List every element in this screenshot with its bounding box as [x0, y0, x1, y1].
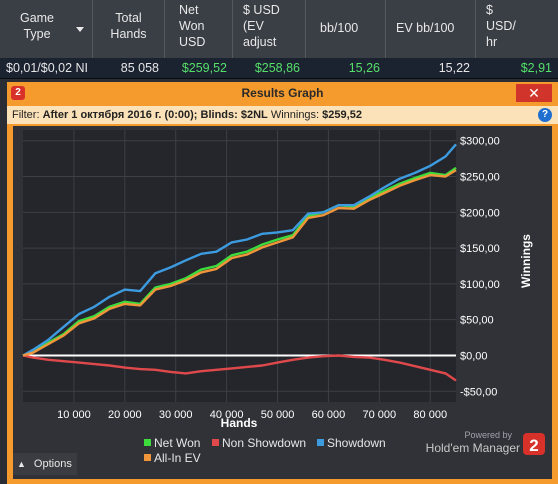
col-header-game-type[interactable]: Game Type — [0, 0, 93, 58]
y-tick-label: $250,00 — [460, 172, 500, 184]
x-tick-label: 80 000 — [413, 409, 447, 421]
col-header-line: (EV — [243, 19, 264, 33]
series-line-showdown — [22, 143, 457, 357]
x-tick-label: 20 000 — [108, 409, 142, 421]
col-header-line: Won — [179, 19, 205, 33]
stats-table-header: Game Type Total Hands Net Won USD $ USD … — [0, 0, 558, 58]
dialog-titlebar[interactable]: 2 Results Graph ✕ — [7, 82, 558, 104]
legend-label: Net Won — [154, 436, 200, 450]
col-header-line: Game — [19, 11, 55, 25]
brand-badge-text: 2 — [529, 436, 538, 455]
col-header-ev-bb-100[interactable]: EV bb/100 — [386, 0, 476, 58]
x-tick-label: 40 000 — [210, 409, 244, 421]
filter-value: After 1 октября 2016 г. (0:00); Blinds: … — [42, 109, 268, 121]
close-button[interactable]: ✕ — [516, 84, 552, 102]
y-tick-label: $0,00 — [460, 350, 488, 362]
y-tick-label: $200,00 — [460, 207, 500, 219]
legend-label: All-In EV — [154, 451, 201, 465]
sort-dropdown-icon[interactable] — [76, 27, 84, 32]
cell-ev-adjust: $258,86 — [254, 61, 300, 75]
legend-swatch — [317, 439, 324, 446]
cell-game-type: $0,01/$0,02 NI — [6, 61, 89, 75]
filter-bar: Filter: After 1 октября 2016 г. (0:00); … — [7, 106, 558, 124]
table-row[interactable]: $0,01/$0,02 NI 85 058 $259,52 $258,86 15… — [0, 58, 558, 79]
cell-usd-hr: $2,91 — [520, 61, 552, 75]
col-header-line: adjust — [243, 35, 277, 49]
results-graph-dialog: 2 Results Graph ✕ Filter: After 1 октябр… — [7, 82, 558, 484]
col-header-line: EV bb/100 — [396, 21, 455, 35]
legend-label: Non Showdown — [222, 436, 306, 450]
results-chart-panel: 10 000 20 000 30 000 40 000 50 000 60 000 70 0… — [13, 126, 552, 479]
col-header-line: Net — [179, 3, 199, 17]
legend-swatch — [144, 454, 151, 461]
x-tick-label: 30 000 — [159, 409, 193, 421]
filter-prefix: Filter: — [12, 109, 40, 121]
y-axis-ticks: -$50,00 $0,00 $50,00 $100,00 $150,00 $200,00 $… — [460, 136, 500, 399]
chevron-up-icon: ▲ — [17, 459, 26, 469]
x-axis-ticks: 10 000 20 000 30 000 40 000 50 000 60 000 70 0… — [57, 409, 447, 421]
col-header-ev-adjust[interactable]: $ USD (EV adjust — [233, 0, 306, 58]
x-tick-label: 60 000 — [312, 409, 346, 421]
options-button[interactable]: ▲ Options — [13, 453, 77, 475]
chart-series — [22, 143, 457, 382]
x-tick-label: 50 000 — [261, 409, 295, 421]
cell-ev-bb-100: 15,22 — [438, 61, 470, 75]
y-tick-label: $300,00 — [460, 136, 500, 148]
y-tick-label: -$50,00 — [460, 386, 497, 398]
col-header-line: hr — [486, 35, 498, 49]
col-header-line: $ USD — [243, 3, 280, 17]
brand-name: Hold'em Manager — [426, 441, 520, 455]
dialog-title: Results Graph — [241, 86, 324, 100]
x-tick-label: 10 000 — [57, 409, 91, 421]
cell-total-hands: 85 058 — [120, 61, 159, 75]
col-header-line: USD — [179, 35, 206, 49]
x-axis-label: Hands — [221, 416, 258, 430]
chart-grid — [23, 130, 456, 402]
col-header-line: bb/100 — [320, 21, 359, 35]
col-header-line: $ — [486, 3, 493, 17]
series-line-non-showdown — [22, 354, 457, 382]
col-header-net-won[interactable]: Net Won USD — [165, 0, 233, 58]
col-header-line: USD/ — [486, 19, 516, 33]
cell-net-won: $259,52 — [181, 61, 227, 75]
y-axis-label: Winnings — [519, 234, 533, 288]
y-tick-label: $100,00 — [460, 279, 500, 291]
winnings-value: $259,52 — [322, 109, 362, 121]
hm2-brand-icon — [523, 433, 545, 455]
y-tick-label: $50,00 — [460, 315, 494, 327]
x-tick-label: 70 000 — [363, 409, 397, 421]
legend-swatch — [212, 439, 219, 446]
legend-label: Showdown — [327, 436, 386, 450]
y-tick-label: $150,00 — [460, 243, 500, 255]
col-header-line: Type — [23, 27, 51, 41]
col-header-usd-hr[interactable]: $ USD/ hr — [476, 0, 558, 58]
hm2-logo-icon: 2 — [11, 86, 25, 100]
options-label: Options — [33, 458, 72, 470]
series-line-net-won — [22, 166, 457, 357]
col-header-line: Total — [115, 11, 142, 25]
cell-bb-100: 15,26 — [348, 61, 380, 75]
col-header-line: Hands — [110, 27, 147, 41]
results-chart: 10 000 20 000 30 000 40 000 50 000 60 000 70 0… — [22, 130, 545, 465]
help-icon[interactable]: ? — [538, 108, 552, 122]
legend-swatch — [144, 439, 151, 446]
powered-by-label: Powered by — [464, 430, 512, 440]
close-icon: ✕ — [528, 85, 540, 101]
col-header-total-hands[interactable]: Total Hands — [93, 0, 165, 58]
chart-legend: Net Won Non Showdown Showdown All-In EV — [144, 436, 386, 465]
series-line-all-in-ev — [22, 169, 457, 357]
plot-area — [23, 130, 456, 402]
col-header-bb-100[interactable]: bb/100 — [306, 0, 386, 58]
winnings-label: Winnings: — [270, 109, 320, 121]
